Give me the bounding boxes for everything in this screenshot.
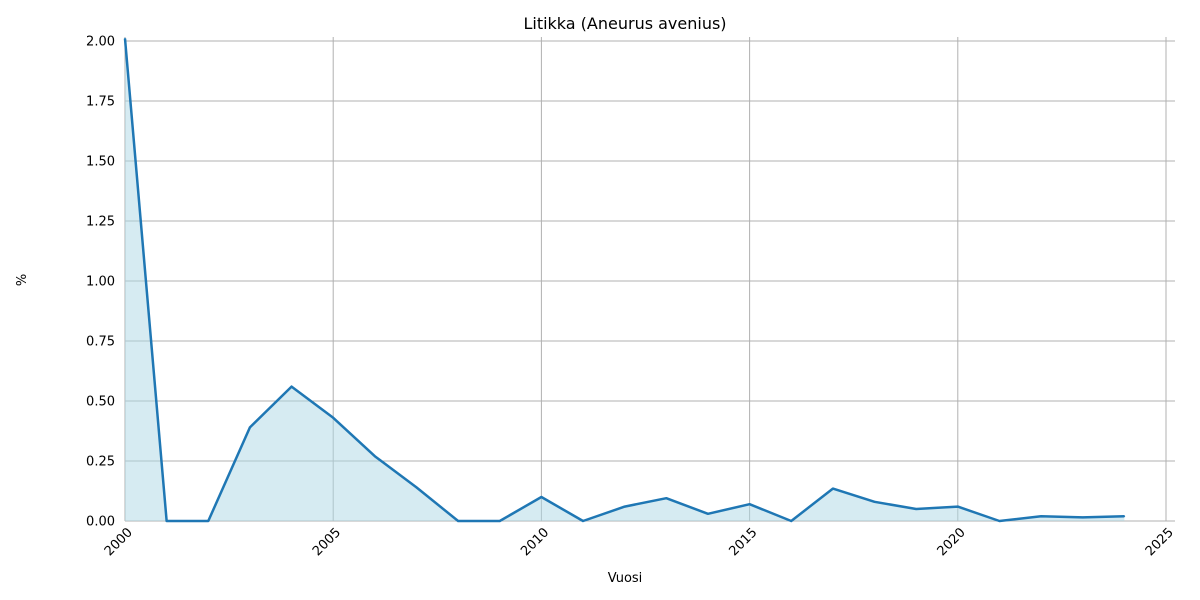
data-point [415, 486, 418, 489]
data-point [832, 487, 834, 490]
data-point [1040, 515, 1042, 517]
x-axis-label: Vuosi [608, 571, 643, 586]
data-point [748, 503, 751, 506]
data-point [915, 508, 917, 510]
data-point [1123, 515, 1126, 517]
x-tick-label: 2000 [102, 525, 136, 559]
y-axis-ticks: 0.00 0.25 0.50 0.75 1.00 1.25 1.50 1.75 2.00 [86, 35, 115, 530]
y-axis-label: % [15, 274, 30, 286]
data-point [374, 455, 376, 458]
y-tick-label: 2.00 [86, 35, 115, 50]
data-point [165, 520, 168, 522]
x-tick-label: 2010 [518, 525, 552, 559]
y-tick-label: 0.75 [86, 335, 115, 350]
y-tick-label: 0.50 [86, 395, 115, 410]
data-point [332, 417, 335, 419]
x-axis-ticks: 2000 2005 2010 2015 2020 2025 [102, 525, 1177, 559]
y-tick-label: 0.00 [86, 515, 115, 530]
data-point [998, 520, 1001, 522]
y-tick-label: 1.25 [86, 215, 115, 230]
data-point [457, 520, 459, 522]
x-tick-label: 2020 [935, 525, 969, 559]
data-point [540, 496, 543, 498]
chart-title: Litikka (Aneurus avenius) [523, 14, 726, 33]
data-point [790, 520, 793, 522]
area-fill [125, 38, 1125, 521]
data-point [290, 385, 293, 388]
data-point [665, 497, 668, 500]
x-tick-label: 2005 [310, 525, 344, 559]
data-point [582, 520, 584, 522]
plot-area [123, 37, 1126, 523]
data-point [249, 426, 251, 429]
data-point [957, 505, 959, 508]
data-point [873, 501, 876, 503]
data-point [1081, 516, 1084, 519]
data-point [124, 37, 126, 40]
data-point [207, 520, 210, 522]
y-tick-label: 1.00 [86, 275, 115, 290]
data-point [707, 513, 709, 515]
y-tick-label: 1.75 [86, 95, 115, 110]
x-tick-label: 2015 [726, 525, 760, 559]
y-tick-label: 1.50 [86, 155, 115, 170]
x-tick-label: 2025 [1143, 525, 1177, 559]
data-point [623, 505, 626, 508]
data-point [498, 520, 501, 522]
y-tick-label: 0.25 [86, 455, 115, 470]
